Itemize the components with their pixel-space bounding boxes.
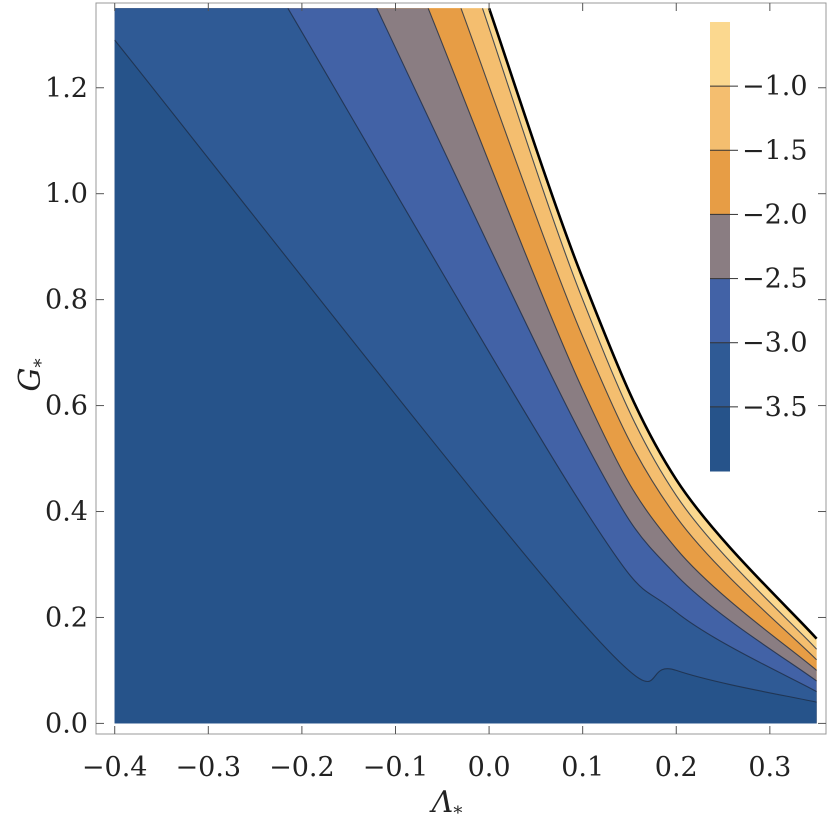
colorbar-tick-label: −2.0 bbox=[742, 199, 808, 230]
x-axis-label: Λ* bbox=[429, 785, 463, 824]
x-axis-label-sub: * bbox=[453, 803, 462, 824]
colorbar-band bbox=[710, 406, 730, 472]
colorbar-band bbox=[710, 150, 730, 215]
x-axis-label-main: Λ bbox=[429, 785, 454, 820]
colorbar: −1.0 −1.5 −2.0 −2.5 −3.0 −3.5 bbox=[710, 22, 808, 472]
contour-lines bbox=[114, 7, 818, 703]
y-tick-label: 0.2 bbox=[45, 602, 88, 633]
y-axis-label: G* bbox=[13, 359, 52, 392]
y-tick-label: 0.4 bbox=[45, 497, 88, 528]
y-tick-label: 0.0 bbox=[45, 708, 88, 739]
colorbar-band bbox=[710, 22, 730, 87]
x-tick-label: 0.0 bbox=[468, 752, 511, 783]
contour-line-minus-1.5 bbox=[460, 8, 817, 661]
x-tick-label: −0.3 bbox=[176, 752, 242, 783]
y-tick-label: 1.2 bbox=[45, 73, 88, 104]
x-tick-label: 0.3 bbox=[748, 752, 791, 783]
x-tick-label: −0.4 bbox=[82, 752, 148, 783]
y-tick-label: 1.0 bbox=[45, 179, 88, 210]
band-below-minus-3.5 bbox=[114, 8, 817, 724]
x-tick-label: −0.2 bbox=[269, 752, 335, 783]
contour-line-minus-3.5 bbox=[114, 39, 817, 703]
colorbar-band bbox=[710, 342, 730, 408]
contour-bands bbox=[114, 8, 817, 724]
y-axis-label-main: G bbox=[13, 368, 48, 392]
y-tick-label: 0.8 bbox=[45, 285, 88, 316]
colorbar-band bbox=[710, 214, 730, 280]
contour-line-minus-2.5 bbox=[376, 8, 817, 682]
colorbar-tick-label: −3.0 bbox=[742, 328, 808, 359]
y-axis-label-sub: * bbox=[31, 359, 52, 368]
y-axis-ticks: 0.0 0.2 0.4 0.6 0.8 1.0 1.2 bbox=[45, 73, 826, 739]
colorbar-tick-label: −2.5 bbox=[742, 264, 808, 295]
contour-line-minus-3 bbox=[287, 8, 817, 693]
x-axis-ticks: −0.4 −0.3 −0.2 −0.1 0.0 0.1 0.2 0.3 bbox=[82, 3, 791, 783]
y-tick-label: 0.6 bbox=[45, 391, 88, 422]
colorbar-band bbox=[710, 86, 730, 151]
colorbar-tick-label: −3.5 bbox=[742, 392, 808, 423]
colorbar-band bbox=[710, 278, 730, 344]
x-tick-label: −0.1 bbox=[363, 752, 429, 783]
contour-line-minus-2 bbox=[427, 8, 817, 671]
colorbar-tick-label: −1.5 bbox=[742, 135, 808, 166]
colorbar-tick-label: −1.0 bbox=[742, 71, 808, 102]
contour-line-minus-1 bbox=[481, 8, 818, 650]
region-boundary-curve bbox=[487, 7, 818, 640]
x-tick-label: 0.2 bbox=[655, 752, 698, 783]
x-tick-label: 0.1 bbox=[561, 752, 604, 783]
